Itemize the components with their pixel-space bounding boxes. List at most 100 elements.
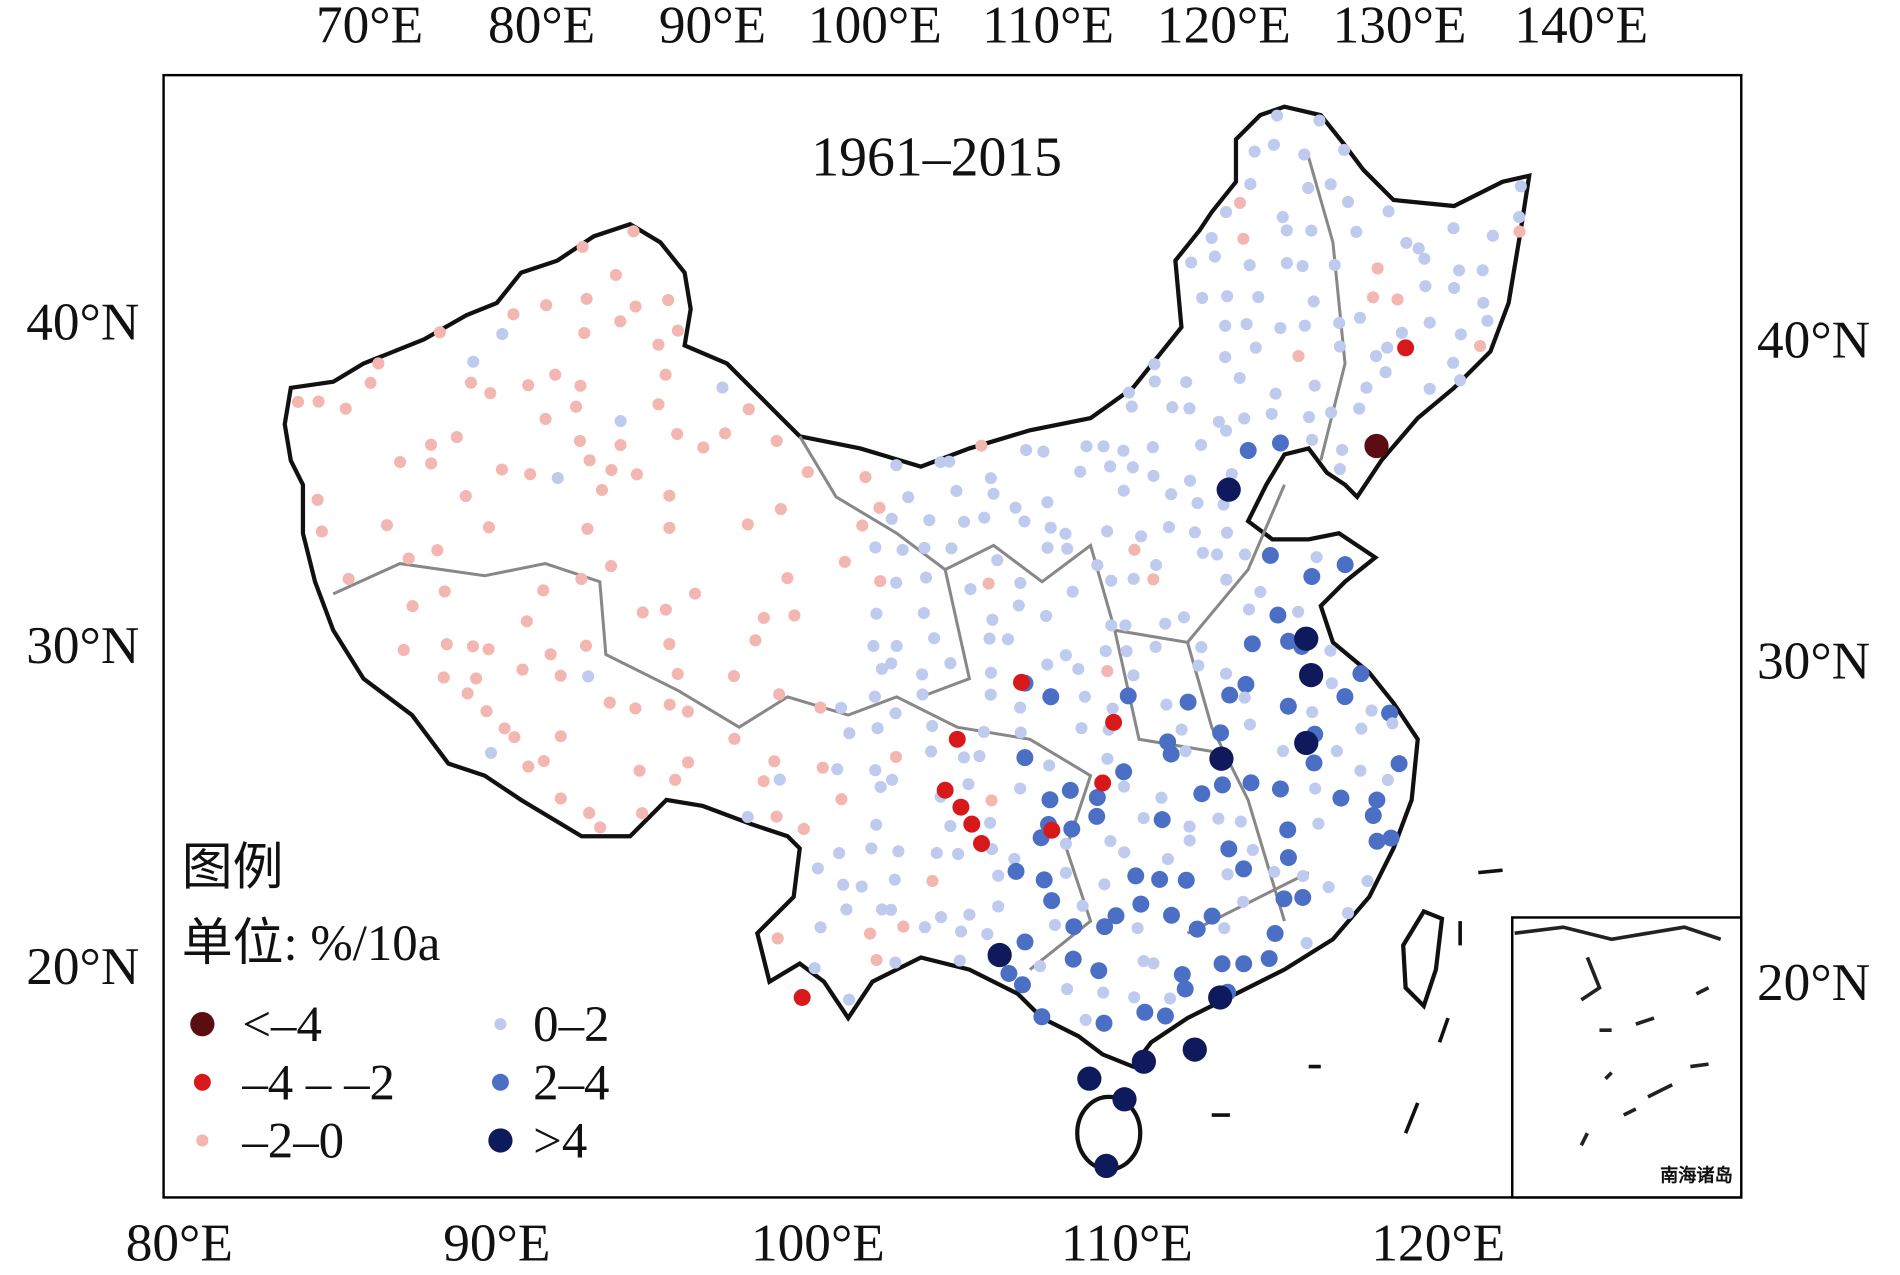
station-dot xyxy=(1221,686,1239,704)
station-dot xyxy=(1192,659,1205,672)
station-dot xyxy=(1423,382,1436,395)
station-dot xyxy=(522,379,535,392)
station-dot xyxy=(1280,224,1293,237)
station-dot xyxy=(669,773,682,786)
station-dot xyxy=(1381,341,1394,354)
station-dot xyxy=(1125,400,1138,413)
station-dot xyxy=(549,368,562,381)
station-dot xyxy=(461,687,474,700)
station-dot xyxy=(973,749,986,763)
station-dot xyxy=(614,438,627,452)
station-dot xyxy=(863,927,877,940)
legend-label: >4 xyxy=(533,1113,587,1169)
station-dot xyxy=(925,745,938,758)
station-dot xyxy=(1122,386,1136,399)
station-dot xyxy=(902,491,915,504)
station-dot xyxy=(292,395,305,408)
station-dot xyxy=(630,468,643,481)
station-dot xyxy=(1218,922,1231,935)
station-dot xyxy=(551,471,564,485)
station-dot xyxy=(1220,526,1234,539)
station-dot xyxy=(1012,599,1025,612)
station-dot xyxy=(859,470,872,484)
station-dot xyxy=(865,842,878,855)
station-dot xyxy=(837,878,850,891)
station-dot xyxy=(1353,311,1366,324)
station-dot xyxy=(1136,1003,1154,1021)
station-dot xyxy=(580,292,593,305)
station-dot xyxy=(1307,295,1320,308)
station-dot xyxy=(484,387,497,400)
station-dot xyxy=(1447,356,1460,369)
stations xyxy=(292,109,1527,1179)
station-dot xyxy=(1182,1037,1207,1062)
station-dot xyxy=(1177,871,1195,889)
station-dot xyxy=(1271,780,1289,798)
station-dot xyxy=(984,472,997,485)
station-dot xyxy=(975,439,988,452)
lat-label-right: 40°N xyxy=(1757,310,1870,370)
station-dot xyxy=(1352,665,1370,683)
station-dot xyxy=(1243,259,1256,272)
station-dot xyxy=(1041,791,1059,809)
station-dot xyxy=(768,755,781,768)
station-dot xyxy=(570,400,583,413)
station-dot xyxy=(1000,964,1018,982)
station-dot xyxy=(576,240,589,253)
station-dot xyxy=(1324,178,1337,191)
station-dot xyxy=(1179,693,1197,711)
station-dot xyxy=(963,815,981,833)
station-dot xyxy=(1044,521,1057,534)
map-frame xyxy=(162,73,1743,1199)
station-dot xyxy=(697,441,710,454)
inset: 南海诸岛 xyxy=(1511,916,1743,1199)
station-dot xyxy=(1120,645,1133,658)
station-dot xyxy=(943,455,956,468)
station-dot xyxy=(1276,745,1290,758)
station-dot xyxy=(1147,957,1160,970)
station-dot xyxy=(1208,985,1233,1010)
station-dot xyxy=(808,962,821,975)
station-dot xyxy=(1310,551,1323,564)
station-dot xyxy=(984,816,997,829)
station-dot xyxy=(1147,573,1160,586)
station-dot xyxy=(1237,895,1250,908)
station-dot xyxy=(1452,264,1466,277)
station-dot xyxy=(1260,950,1278,968)
station-dot xyxy=(1418,252,1431,265)
station-dot xyxy=(1183,402,1196,415)
station-dot xyxy=(749,634,762,647)
station-dot xyxy=(1233,371,1246,385)
station-dot xyxy=(537,584,550,597)
station-dot xyxy=(840,903,853,916)
station-dot xyxy=(614,414,627,428)
station-dot xyxy=(1325,406,1338,419)
inset-frame xyxy=(1511,916,1743,1199)
station-dot xyxy=(930,846,943,860)
station-dot xyxy=(888,873,901,886)
station-dot xyxy=(1400,236,1413,249)
legend-marker xyxy=(190,1012,215,1037)
station-dot xyxy=(934,456,947,469)
station-dot xyxy=(1240,318,1253,331)
legend-label: –4 – –2 xyxy=(241,1055,395,1111)
station-dot xyxy=(1162,521,1176,534)
station-dot xyxy=(1486,229,1499,242)
station-dot xyxy=(524,468,537,481)
station-dot xyxy=(793,988,811,1006)
station-dot xyxy=(870,953,883,967)
station-dot xyxy=(1183,834,1196,847)
station-dot xyxy=(1148,375,1161,388)
station-dot xyxy=(1088,807,1106,825)
station-dot xyxy=(1325,677,1338,690)
legend-label: –2–0 xyxy=(241,1113,344,1169)
station-dot xyxy=(1219,667,1233,680)
station-dot xyxy=(1242,774,1260,792)
station-dot xyxy=(574,379,587,392)
station-dot xyxy=(1371,262,1384,275)
station-dot xyxy=(984,666,998,679)
station-dot xyxy=(1513,211,1526,224)
station-dot xyxy=(1279,821,1297,839)
station-dot xyxy=(874,575,887,588)
